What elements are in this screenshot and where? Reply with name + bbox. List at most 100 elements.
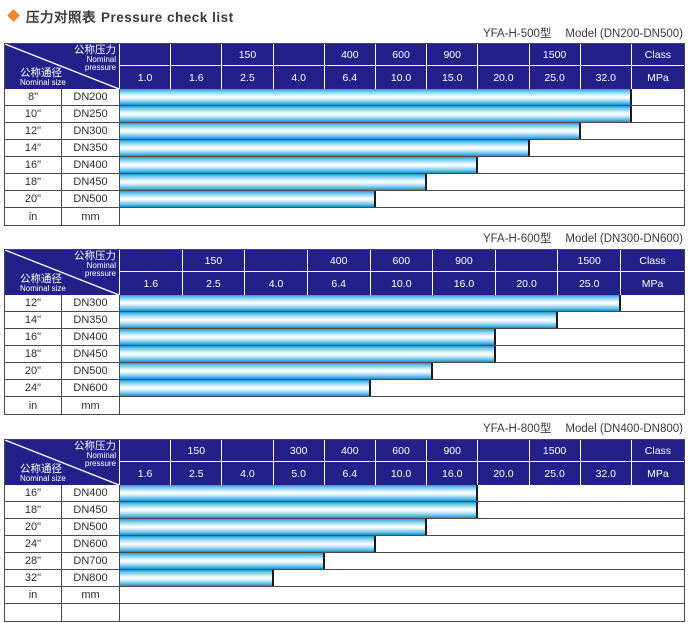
unit-inch-cell: in [5,397,62,414]
corner-header-cell: 公称压力 Nominal pressure 公称通径 Nominal size [5,44,120,89]
model-label: YFA-H-500型 [483,28,552,40]
bar-cell [120,363,684,379]
class-value-cell: 400 [325,44,376,65]
inch-cell: 12" [5,295,62,311]
pressure-range-bar [120,89,632,105]
nominal-size-en: Nominal size [20,77,66,87]
size-row: 16" DN400 [5,329,684,346]
dn-cell: DN500 [62,191,120,207]
nominal-size-label: 公称通径 Nominal size [20,67,66,87]
nominal-pressure-zh: 公称压力 [74,440,116,452]
empty-inch-cell [5,604,62,621]
class-value-cell: 600 [376,44,428,65]
class-value-cell: 300 [274,440,325,461]
class-value-cell: 900 [433,250,496,271]
inch-cell: 20" [5,363,62,379]
diagonal-divider [5,440,119,485]
mpa-value-cell: 4.0 [222,462,274,485]
bar-cell [120,485,684,501]
table-header: 公称压力 Nominal pressure 公称通径 Nominal size 150 40… [5,44,684,89]
inch-cell: 18" [5,174,62,190]
bar-cell [120,536,684,552]
inch-cell: 10" [5,106,62,122]
unit-dn-cell: mm [62,587,120,603]
unit-bar-cell [120,587,684,603]
bar-cell [120,329,684,345]
corner-header-cell: 公称压力 Nominal pressure 公称通径 Nominal size [5,440,120,485]
size-row: 8" DN200 [5,89,684,106]
dn-cell: DN400 [62,329,120,345]
mpa-value-cell: 32.0 [581,66,632,89]
inch-cell: 14" [5,140,62,156]
pressure-range-bar [120,485,478,501]
dn-cell: DN500 [62,519,120,535]
bar-cell [120,519,684,535]
class-value-cell [171,44,223,65]
nominal-pressure-en1: Nominal [86,261,116,271]
mpa-value-cell: 6.4 [308,272,371,295]
diagonal-divider [5,250,119,295]
dn-cell: DN400 [62,157,120,173]
model-label: YFA-H-800型 [483,423,552,435]
page-title: 压力对照表 Pressure check list [7,5,685,26]
class-value-cell [581,44,632,65]
diagonal-divider [5,44,119,89]
bar-cell [120,140,684,156]
header-columns: 150 400 600 900 1500 Class 1.6 2.5 4.0 6.4 10.0 16.… [120,250,684,295]
table-body: 16" DN400 18" DN450 20" DN500 24" DN600 28" DN700… [5,485,684,621]
mpa-value-cell: 1.6 [120,462,172,485]
model-label: YFA-H-600型 [483,233,552,245]
inch-cell: 8" [5,89,62,105]
size-row: 16" DN400 [5,485,684,502]
header-columns: 150 300 400 600 900 1500 Class 1.6 2.5 4.0 5.0 6.4 1… [120,440,684,485]
pressure-range-bar [120,140,530,156]
size-row: 20" DN500 [5,363,684,380]
mpa-value-cell: 10.0 [371,272,434,295]
class-value-cell: 900 [427,440,479,461]
page-title-zh: 压力对照表 [26,9,96,25]
mpa-row: 1.0 1.6 2.5 4.0 6.4 10.0 15.0 20.0 25.0 32.0 MPa [120,66,684,89]
pressure-range-bar [120,380,371,396]
pressure-range-bar [120,106,632,122]
mpa-row: 1.6 2.5 4.0 5.0 6.4 10.0 16.0 20.0 25.0 32.0 MPa [120,462,684,485]
table-body: 8" DN200 10" DN250 12" DN300 14" DN350 16" DN400 1… [5,89,684,225]
class-value-cell: 150 [171,440,223,461]
class-value-cell [478,44,530,65]
inch-cell: 28" [5,553,62,569]
bar-cell [120,295,684,311]
size-row: 14" DN350 [5,312,684,329]
mpa-value-cell: 1.0 [120,66,172,89]
class-value-cell: 150 [222,44,274,65]
class-row: 150 400 600 900 1500 Class [120,44,684,66]
bar-cell [120,553,684,569]
dn-cell: DN500 [62,363,120,379]
mpa-unit-cell: MPa [641,277,664,290]
unit-dn-cell: mm [62,397,120,414]
empty-row [5,604,684,621]
inch-cell: 16" [5,485,62,501]
pressure-range-bar [120,191,376,207]
mpa-value-cell: 6.4 [325,66,376,89]
nominal-size-en: Nominal size [20,473,66,483]
size-row: 10" DN250 [5,106,684,123]
size-row: 18" DN450 [5,502,684,519]
mpa-value-cell: 4.0 [274,66,325,89]
mpa-value-cell: 6.4 [325,462,376,485]
class-value-cell [245,250,308,271]
dn-cell: DN250 [62,106,120,122]
size-row: 24" DN600 [5,380,684,397]
bar-cell [120,570,684,586]
size-row: 28" DN700 [5,553,684,570]
mpa-row: 1.6 2.5 4.0 6.4 10.0 16.0 20.0 25.0 MPa [120,272,684,295]
class-value-cell [120,250,183,271]
nominal-pressure-en1: Nominal [86,55,116,65]
corner-header-cell: 公称压力 Nominal pressure 公称通径 Nominal size [5,250,120,295]
header-columns: 150 400 600 900 1500 Class 1.0 1.6 2.5 4.0 6.4 10.0… [120,44,684,89]
table-subtitle: YFA-H-800型 Model (DN400-DN800) [4,422,685,436]
nominal-size-en: Nominal size [20,283,66,293]
class-unit-cell: Class [644,48,672,61]
mpa-value-cell: 16.0 [427,462,479,485]
pressure-range-bar [120,570,274,586]
mpa-value-cell: 10.0 [376,462,428,485]
size-row: 20" DN500 [5,191,684,208]
